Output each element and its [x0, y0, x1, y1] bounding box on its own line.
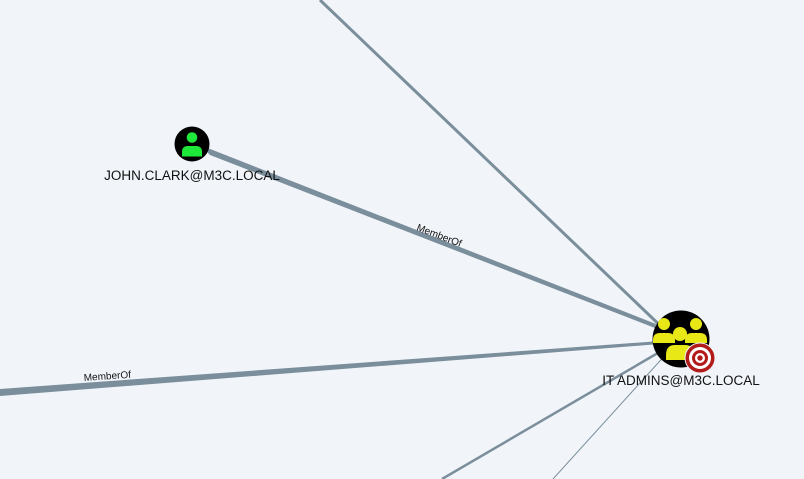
target-icon	[684, 342, 716, 374]
user-node-john-clark[interactable]	[174, 126, 210, 162]
edge-john-clark-memberof-it-admins[interactable]	[200, 145, 656, 328]
edge-label-offscreen-left-memberof: MemberOf	[83, 370, 131, 384]
node-label-it-admins: IT ADMINS@M3C.LOCAL	[602, 373, 760, 388]
group-icon	[653, 318, 707, 360]
node-label-john-clark: JOHN.CLARK@M3C.LOCAL	[104, 168, 280, 183]
graph-edges	[0, 0, 672, 479]
edge-offscreen-bottom-thin-to-it-admins[interactable]	[552, 351, 669, 479]
edge-offscreen-left-memberof-it-admins[interactable]	[0, 341, 660, 396]
edge-offscreen-top-to-it-admins[interactable]	[318, 0, 672, 337]
group-node-it-admins[interactable]	[652, 310, 716, 374]
edge-offscreen-bottom-thick-to-it-admins[interactable]	[441, 348, 664, 479]
user-icon	[182, 132, 202, 157]
